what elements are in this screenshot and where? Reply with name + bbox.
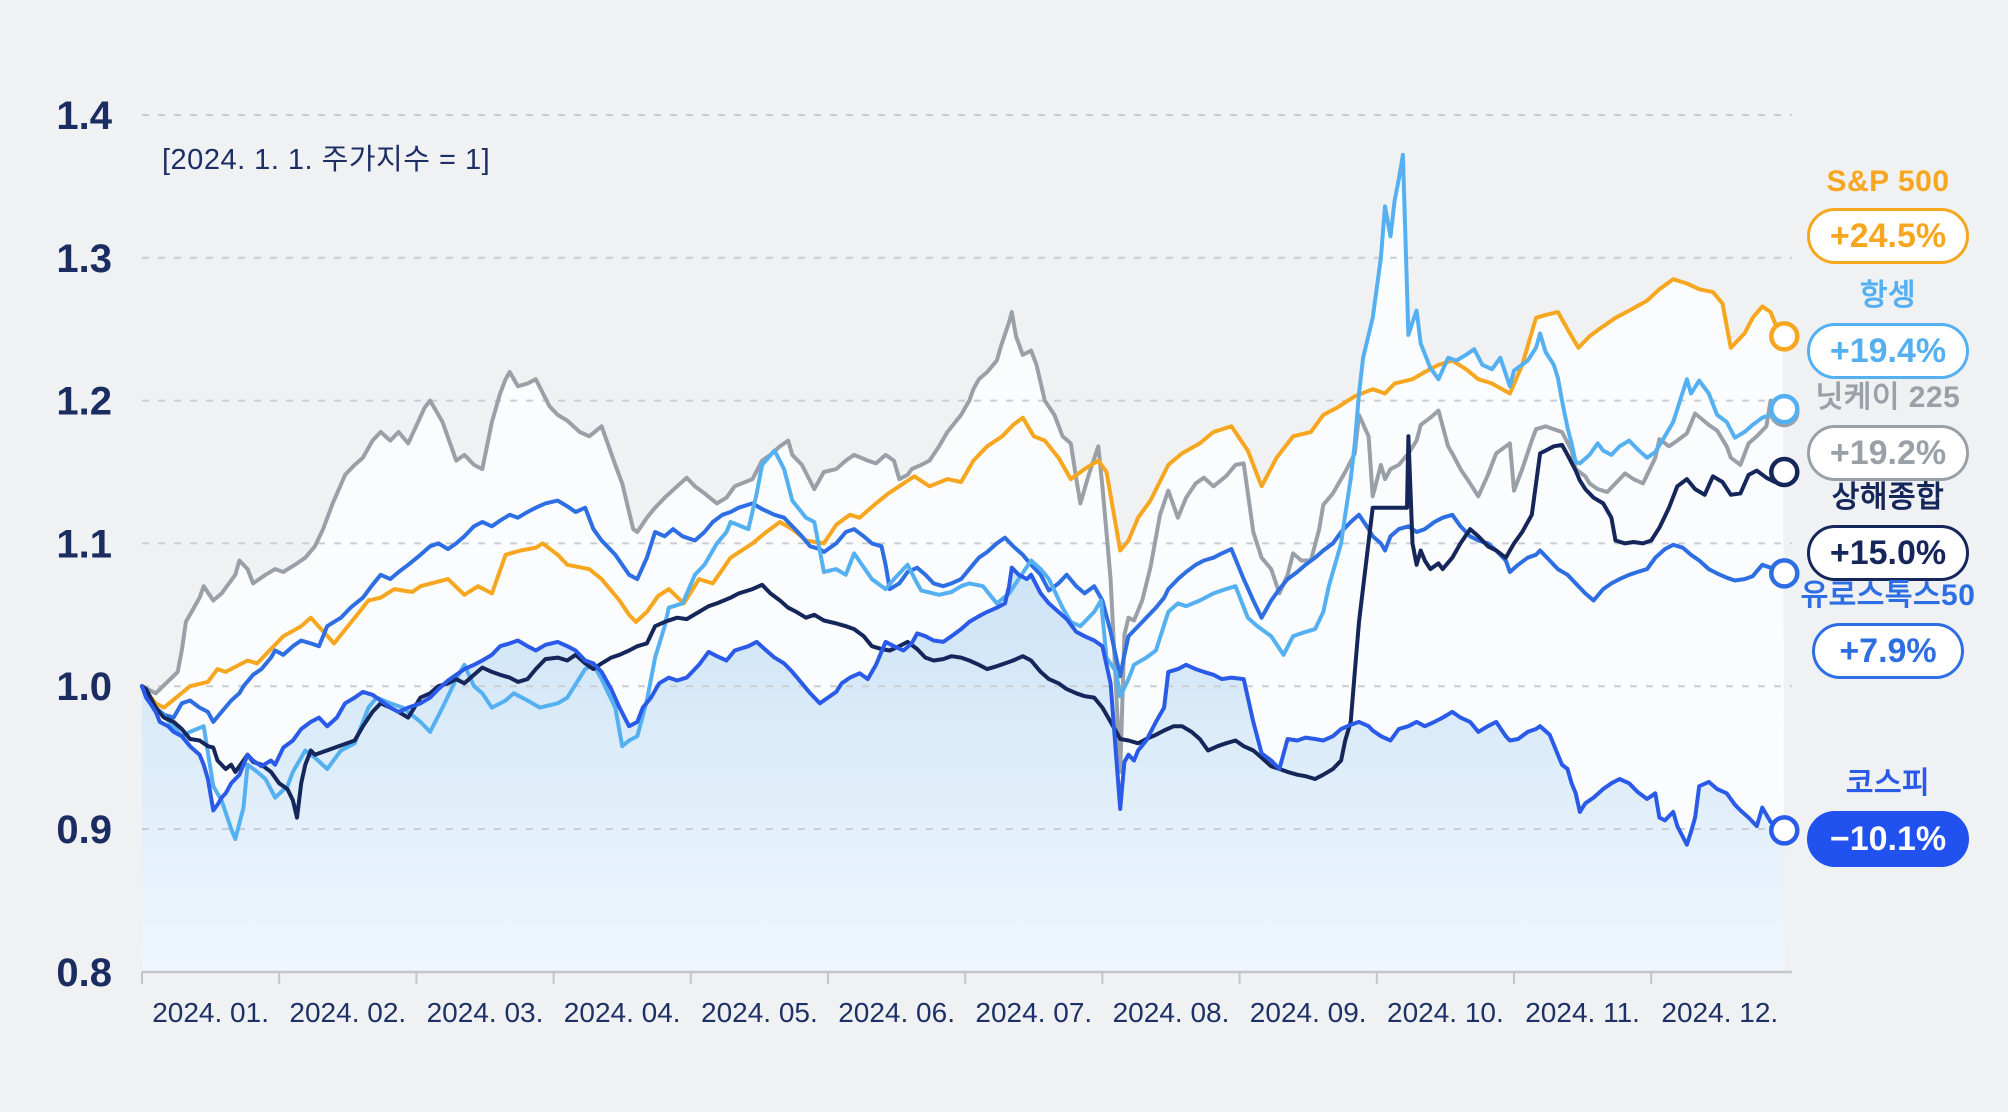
x-axis-label: 2024. 02. xyxy=(289,997,406,1028)
x-axis-label: 2024. 07. xyxy=(975,997,1092,1028)
endpoint-marker-shanghai xyxy=(1769,456,1800,488)
endpoint-marker-sp500 xyxy=(1769,321,1800,352)
y-axis-label: 1.4 xyxy=(56,94,112,138)
legend-value-hangseng: +19.4% xyxy=(1806,323,1970,379)
series-line-nikkei225 xyxy=(140,310,1787,774)
x-axis-label: 2024. 05. xyxy=(701,997,818,1028)
legend-value-sp500: +24.5% xyxy=(1806,208,1970,264)
legend-label-nikkei225: 닛케이 225 xyxy=(1815,381,1961,414)
x-axis-label: 2024. 08. xyxy=(1113,997,1230,1028)
x-axis-label: 2024. 06. xyxy=(838,997,955,1028)
y-axis-label: 1.3 xyxy=(56,237,112,281)
series-line-hangseng xyxy=(140,153,1787,841)
legend-value-nikkei225: +19.2% xyxy=(1806,425,1970,481)
legend-item-sp500: S&P 500 +24.5% xyxy=(1768,165,2008,264)
x-axis-label: 2024. 04. xyxy=(564,997,681,1028)
legend-item-hangseng: 항셍 +19.4% xyxy=(1768,270,2008,379)
x-axis-label: 2024. 01. xyxy=(152,997,269,1028)
y-axis-label: 1.0 xyxy=(56,665,112,709)
legend-item-eurostoxx50: 유로스톡스50 +7.9% xyxy=(1768,570,2008,679)
y-axis-label: 0.8 xyxy=(56,951,112,995)
series-line-kospi xyxy=(140,565,1787,847)
baseline-note: [2024. 1. 1. 주가지수 = 1] xyxy=(162,144,491,176)
endpoint-marker-eurostoxx50 xyxy=(1769,558,1800,589)
legend-label-eurostoxx50: 유로스톡스50 xyxy=(1800,579,1976,612)
legend-value-eurostoxx50: +7.9% xyxy=(1812,623,1964,679)
x-axis-label: 2024. 12. xyxy=(1661,997,1778,1028)
y-axis-label: 0.9 xyxy=(56,808,112,852)
legend-value-kospi: −10.1% xyxy=(1806,811,1970,867)
legend-item-kospi: 코스피 −10.1% xyxy=(1768,758,2008,867)
legend-item-nikkei225: 닛케이 225 +19.2% xyxy=(1768,372,2008,481)
y-axis-label: 1.1 xyxy=(56,522,112,566)
endpoint-marker-hangseng xyxy=(1769,393,1800,425)
series-area-kospi xyxy=(142,567,1785,972)
legend-label-kospi: 코스피 xyxy=(1845,767,1931,800)
legend-label-hangseng: 항셍 xyxy=(1859,279,1917,312)
endpoint-marker-kospi xyxy=(1769,815,1800,846)
series-line-sp500 xyxy=(140,277,1787,710)
legend-item-shanghai: 상해종합 +15.0% xyxy=(1768,472,2008,581)
y-axis-label: 1.2 xyxy=(56,380,112,424)
legend: S&P 500 +24.5% 항셍 +19.4% 닛케이 225 +19.2% … xyxy=(1768,0,2008,1112)
series-line-eurostoxx50 xyxy=(140,498,1787,724)
x-axis-label: 2024. 11. xyxy=(1525,997,1640,1028)
x-axis-label: 2024. 03. xyxy=(427,997,544,1028)
x-axis-label: 2024. 10. xyxy=(1387,997,1504,1028)
x-axis-label: 2024. 09. xyxy=(1250,997,1367,1028)
legend-label-shanghai: 상해종합 xyxy=(1831,481,1945,514)
legend-value-shanghai: +15.0% xyxy=(1806,525,1970,581)
legend-label-sp500: S&P 500 xyxy=(1826,165,1950,198)
